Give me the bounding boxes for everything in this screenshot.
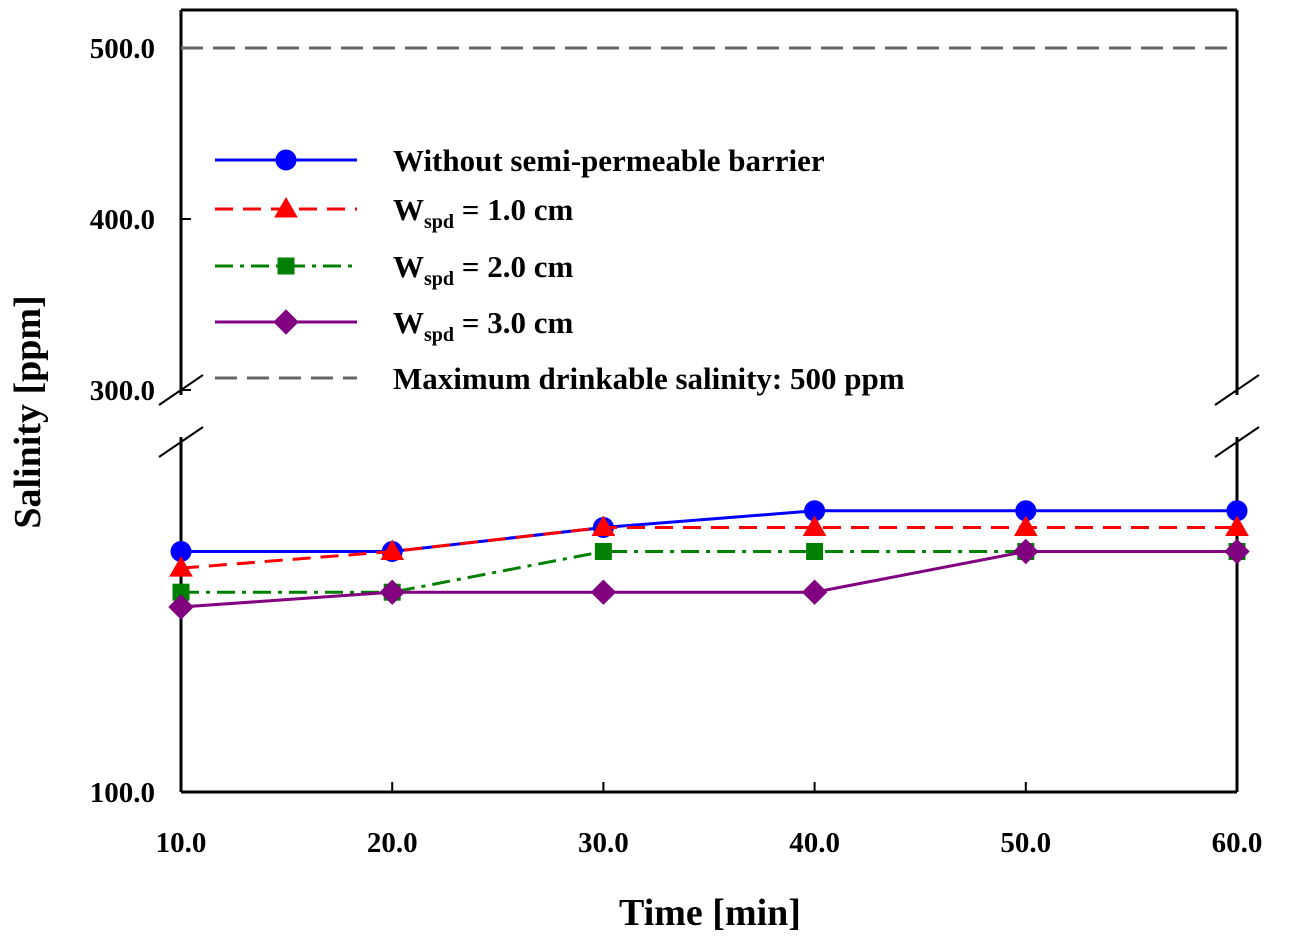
x-tick-label: 10.0 — [156, 827, 207, 859]
x-tick-label: 50.0 — [1000, 827, 1051, 859]
marker — [801, 579, 828, 605]
legend-label: Maximum drinkable salinity: 500 ppm — [393, 361, 905, 396]
marker — [379, 579, 405, 605]
series-line — [180, 550, 1237, 609]
marker — [169, 556, 193, 577]
legend-label: Wspd = 1.0 cm — [393, 192, 573, 233]
legend-marker — [277, 257, 295, 275]
series-line — [180, 525, 1237, 570]
axis-break — [158, 426, 204, 458]
y-tick-label: 100.0 — [90, 777, 155, 809]
x-tick-label: 30.0 — [578, 827, 629, 859]
series-line — [181, 509, 1237, 553]
legend-marker — [274, 197, 298, 218]
marker — [590, 579, 617, 605]
x-tick-label: 20.0 — [367, 827, 418, 859]
y-axis-label: Salinity [ppm] — [7, 295, 49, 528]
legend-label: Without semi-permeable barrier — [393, 143, 825, 178]
marker — [380, 539, 405, 560]
legend-marker — [275, 149, 297, 171]
y-tick-label: 300.0 — [90, 375, 155, 407]
x-tick-label: 60.0 — [1212, 827, 1263, 859]
marker — [806, 543, 824, 560]
axis-break — [1214, 374, 1260, 406]
y-tick-label: 500.0 — [90, 33, 155, 65]
marker — [1013, 515, 1038, 536]
marker — [1013, 538, 1039, 565]
marker — [591, 515, 616, 536]
marker — [1225, 515, 1249, 536]
series-line — [181, 550, 1237, 594]
marker — [168, 594, 194, 620]
marker — [594, 543, 612, 560]
legend-marker — [273, 309, 299, 335]
x-tick-label: 40.0 — [789, 827, 840, 859]
marker — [802, 515, 827, 536]
marker — [1224, 538, 1250, 565]
axis-break — [1214, 426, 1260, 458]
legend-label: Wspd = 3.0 cm — [393, 305, 573, 346]
legend-label: Wspd = 2.0 cm — [393, 249, 573, 290]
x-axis-label: Time [min] — [619, 892, 801, 934]
y-tick-label: 400.0 — [90, 204, 155, 236]
